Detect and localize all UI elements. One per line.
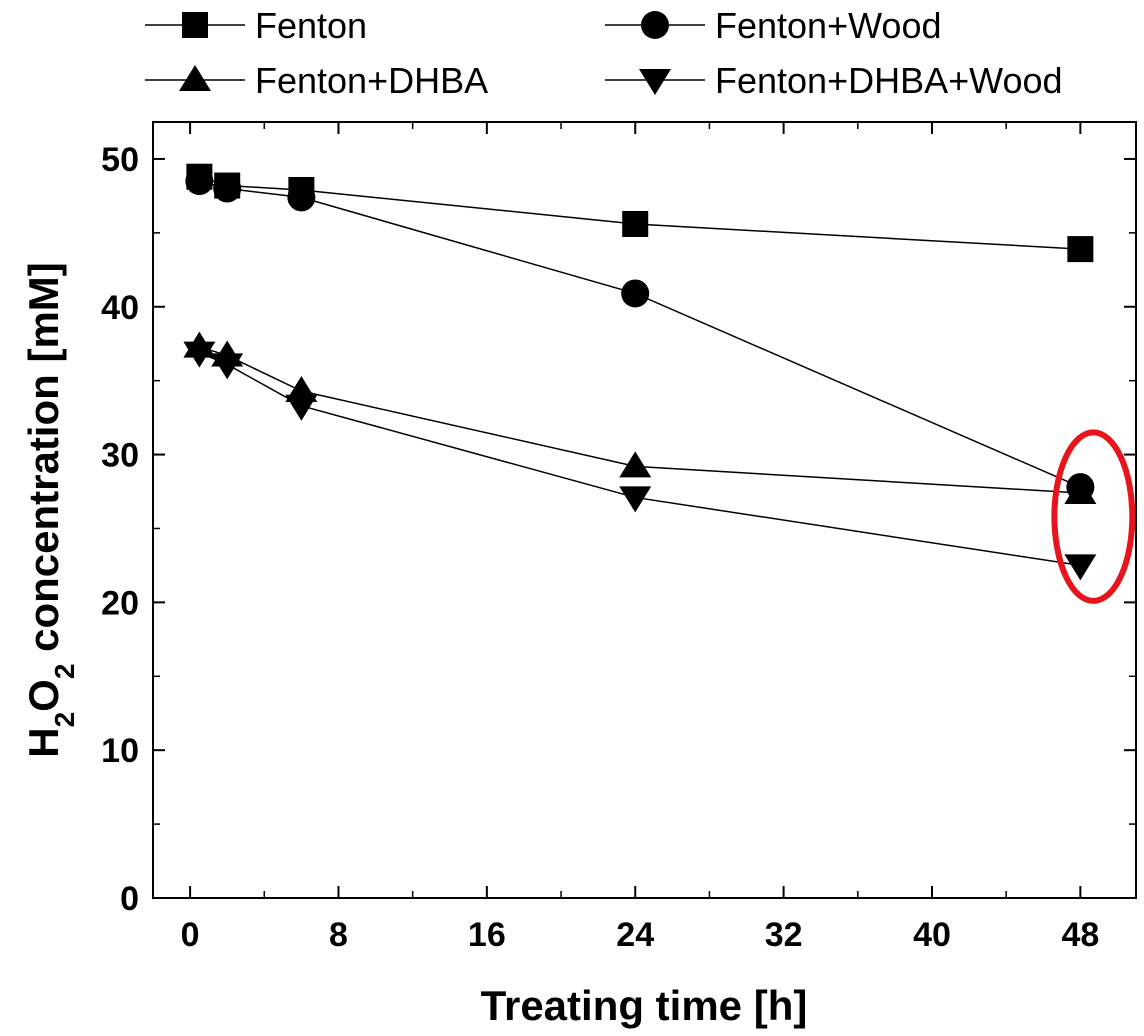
data-point-fenton bbox=[1067, 236, 1094, 263]
data-point-fenton-dhba-wood bbox=[285, 394, 318, 421]
legend-label-fenton-dhba: Fenton+DHBA bbox=[255, 60, 488, 101]
data-point-fenton-wood bbox=[213, 174, 242, 203]
data-point-fenton-dhba-wood bbox=[619, 486, 652, 513]
x-axis: 0 8 16 24 32 40 48 bbox=[181, 122, 1099, 954]
y-tick-label: 20 bbox=[101, 584, 139, 622]
x-tick-label: 32 bbox=[765, 916, 803, 954]
x-tick-label: 40 bbox=[913, 916, 951, 954]
data-point-fenton bbox=[622, 210, 649, 237]
data-point-fenton-dhba-wood bbox=[1064, 554, 1097, 581]
legend-marker-fenton-dhba-wood bbox=[639, 69, 671, 95]
legend-label-fenton-wood: Fenton+Wood bbox=[715, 5, 942, 46]
y-tick-label: 0 bbox=[120, 880, 139, 918]
annotations bbox=[1051, 429, 1136, 604]
legend: Fenton Fenton+Wood Fenton+DHBA Fenton+DH… bbox=[145, 5, 1063, 101]
plot-frame bbox=[152, 121, 1137, 899]
legend-marker-fenton-wood bbox=[641, 11, 669, 39]
x-tick-label: 0 bbox=[181, 916, 200, 954]
legend-label-fenton: Fenton bbox=[255, 5, 367, 46]
legend-marker-fenton bbox=[182, 12, 208, 38]
series-markers bbox=[183, 163, 1097, 581]
data-point-fenton-dhba-wood bbox=[211, 353, 244, 380]
legend-item-fenton-dhba-wood: Fenton+DHBA+Wood bbox=[605, 60, 1063, 101]
data-point-fenton-dhba bbox=[1064, 478, 1097, 505]
y-axis-title: H2O2 concentration [mM] bbox=[20, 262, 80, 758]
y-axis: 0 10 20 30 40 50 bbox=[101, 141, 1136, 918]
legend-item-fenton-dhba: Fenton+DHBA bbox=[145, 60, 488, 101]
x-tick-label: 8 bbox=[329, 916, 348, 954]
y-tick-label: 40 bbox=[101, 289, 139, 327]
y-tick-label: 10 bbox=[101, 732, 139, 770]
data-point-fenton-wood bbox=[621, 279, 650, 308]
data-point-fenton-dhba bbox=[619, 451, 652, 478]
data-point-fenton-dhba-wood bbox=[183, 341, 216, 368]
data-point-fenton-wood bbox=[287, 183, 316, 212]
highlight-ellipse bbox=[1051, 429, 1136, 604]
y-tick-label: 30 bbox=[101, 437, 139, 475]
x-tick-label: 24 bbox=[616, 916, 654, 954]
legend-marker-fenton-dhba bbox=[179, 65, 211, 91]
x-axis-title: Treating time [h] bbox=[481, 982, 808, 1029]
legend-item-fenton: Fenton bbox=[145, 5, 367, 46]
x-tick-label: 16 bbox=[468, 916, 506, 954]
legend-label-fenton-dhba-wood: Fenton+DHBA+Wood bbox=[715, 60, 1063, 101]
y-tick-label: 50 bbox=[101, 141, 139, 179]
data-point-fenton-wood bbox=[185, 167, 214, 196]
x-tick-label: 48 bbox=[1061, 916, 1099, 954]
legend-item-fenton-wood: Fenton+Wood bbox=[605, 5, 942, 46]
